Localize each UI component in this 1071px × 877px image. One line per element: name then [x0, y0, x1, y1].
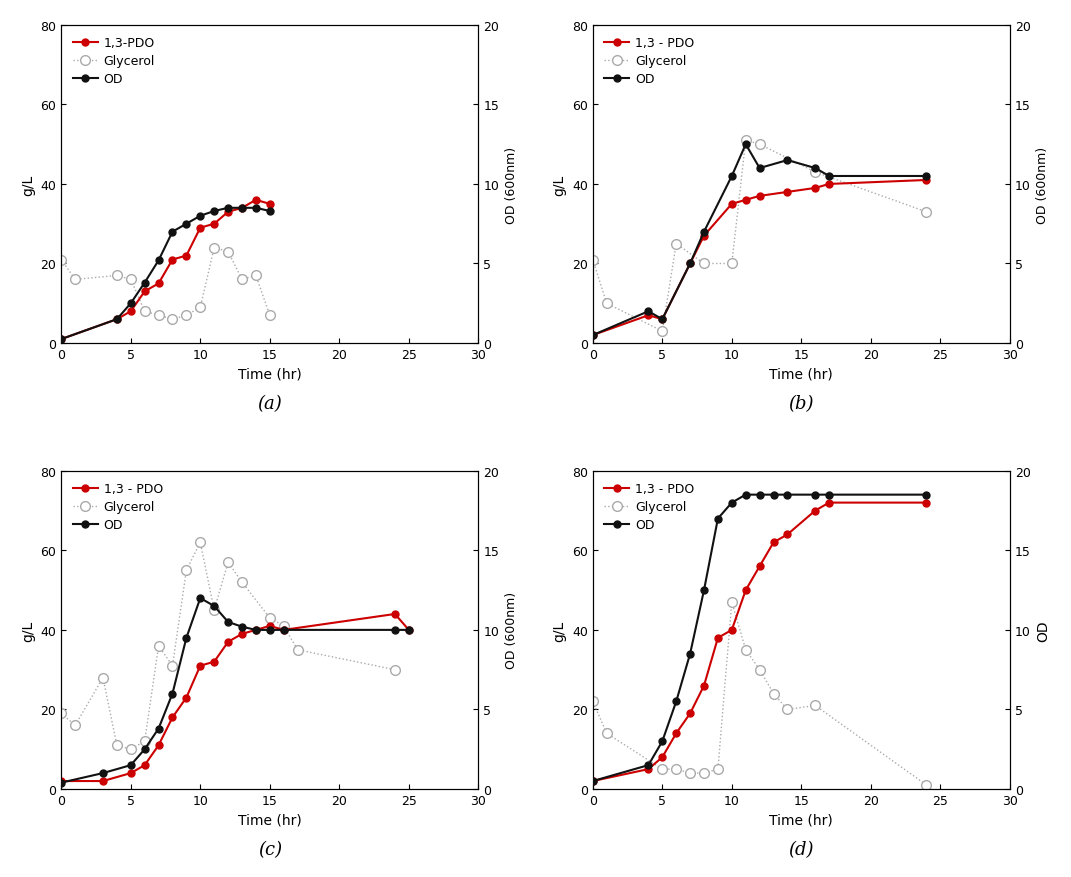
Legend: 1,3 - PDO, Glycerol, OD: 1,3 - PDO, Glycerol, OD — [599, 477, 699, 537]
X-axis label: Time (hr): Time (hr) — [238, 812, 302, 826]
Y-axis label: OD (600nm): OD (600nm) — [504, 592, 517, 668]
X-axis label: Time (hr): Time (hr) — [238, 367, 302, 381]
Legend: 1,3 - PDO, Glycerol, OD: 1,3 - PDO, Glycerol, OD — [67, 477, 168, 537]
Y-axis label: g/L: g/L — [20, 619, 35, 641]
Y-axis label: OD: OD — [1036, 619, 1051, 641]
Legend: 1,3-PDO, Glycerol, OD: 1,3-PDO, Glycerol, OD — [67, 32, 161, 91]
X-axis label: Time (hr): Time (hr) — [769, 812, 833, 826]
Y-axis label: g/L: g/L — [20, 175, 35, 196]
Text: (a): (a) — [257, 395, 282, 412]
Legend: 1,3 - PDO, Glycerol, OD: 1,3 - PDO, Glycerol, OD — [599, 32, 699, 91]
X-axis label: Time (hr): Time (hr) — [769, 367, 833, 381]
Text: (d): (d) — [788, 840, 814, 858]
Y-axis label: g/L: g/L — [553, 175, 567, 196]
Y-axis label: g/L: g/L — [553, 619, 567, 641]
Text: (c): (c) — [258, 840, 282, 858]
Y-axis label: OD (600nm): OD (600nm) — [504, 146, 517, 224]
Y-axis label: OD (600nm): OD (600nm) — [1036, 146, 1050, 224]
Text: (b): (b) — [788, 395, 814, 412]
